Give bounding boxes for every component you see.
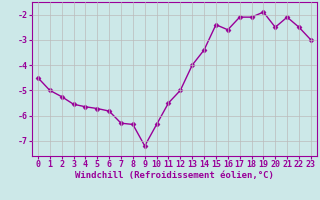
- X-axis label: Windchill (Refroidissement éolien,°C): Windchill (Refroidissement éolien,°C): [75, 171, 274, 180]
